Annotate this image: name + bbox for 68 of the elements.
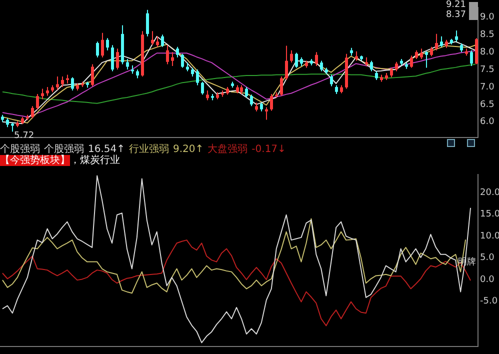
candlestick (176, 46, 179, 58)
candlestick (31, 106, 34, 119)
text: 16.54↑ (88, 144, 126, 155)
y-tick-label: 5.0 (480, 253, 495, 264)
candlestick (265, 106, 268, 120)
candlestick (126, 58, 129, 70)
candlestick (290, 50, 293, 64)
candlestick (96, 41, 99, 58)
candlestick (395, 61, 398, 72)
text: 大盘强弱 (208, 144, 248, 155)
candlestick (161, 34, 164, 48)
candlestick (430, 46, 433, 57)
candlestick (111, 44, 114, 72)
y-tick-label: 6.5 (480, 100, 494, 110)
text: 行业强弱 (129, 144, 170, 155)
y-tick-label: 7.0 (480, 82, 495, 92)
candlestick (270, 93, 273, 112)
y-tick-label: -5.0 (480, 296, 498, 307)
candlestick (61, 76, 64, 88)
candlestick (156, 36, 159, 48)
candlestick (146, 9, 149, 37)
candlestick (91, 64, 94, 87)
candlestick (250, 94, 253, 107)
annotation: 5.72 (14, 131, 34, 141)
candlestick (285, 45, 288, 81)
candlestick (245, 86, 248, 98)
candlestick (470, 50, 473, 67)
y-tick-label: 0.0 (480, 274, 495, 285)
text: ，煤炭行业 (70, 155, 120, 166)
candlestick (206, 90, 209, 101)
candlestick (11, 122, 14, 132)
candlestick (201, 81, 204, 96)
candlestick (151, 30, 154, 46)
annotation: 8.37 (446, 10, 466, 20)
candlestick (440, 36, 443, 48)
candlestick (435, 33, 438, 51)
candlestick (166, 44, 169, 65)
candlestick (410, 55, 413, 68)
candlestick (425, 50, 428, 68)
candlestick (171, 52, 174, 67)
y-tick-label: 8.0 (480, 47, 495, 58)
text: -0.17↓ (252, 144, 286, 155)
candlestick (101, 32, 104, 58)
candlestick (320, 60, 323, 72)
candlestick (330, 74, 333, 87)
legend-title: 个股强弱 (0, 144, 40, 155)
y-tick-label: 7.5 (480, 64, 494, 75)
annotation: 9.21 (446, 0, 466, 10)
candlestick (36, 93, 39, 110)
candlestick (106, 38, 109, 51)
candlestick (56, 76, 59, 90)
candlestick (196, 69, 199, 86)
candlestick (455, 30, 458, 42)
candlestick (295, 52, 298, 68)
candlestick (390, 67, 393, 78)
candlestick (315, 52, 318, 67)
y-tick-label: 9.0 (480, 12, 495, 23)
text: 9.20↑ (173, 144, 204, 155)
y-tick-label: 6.0 (480, 117, 495, 128)
candlestick (280, 76, 283, 96)
candlestick (420, 48, 423, 60)
candlestick (71, 76, 74, 91)
candlestick (370, 60, 373, 72)
candlestick (181, 53, 184, 68)
text: 【今强势板块】 (0, 155, 70, 166)
y-tick-label: 8.5 (480, 30, 494, 40)
candlestick (116, 48, 119, 70)
text: 个股强弱 (44, 144, 84, 155)
